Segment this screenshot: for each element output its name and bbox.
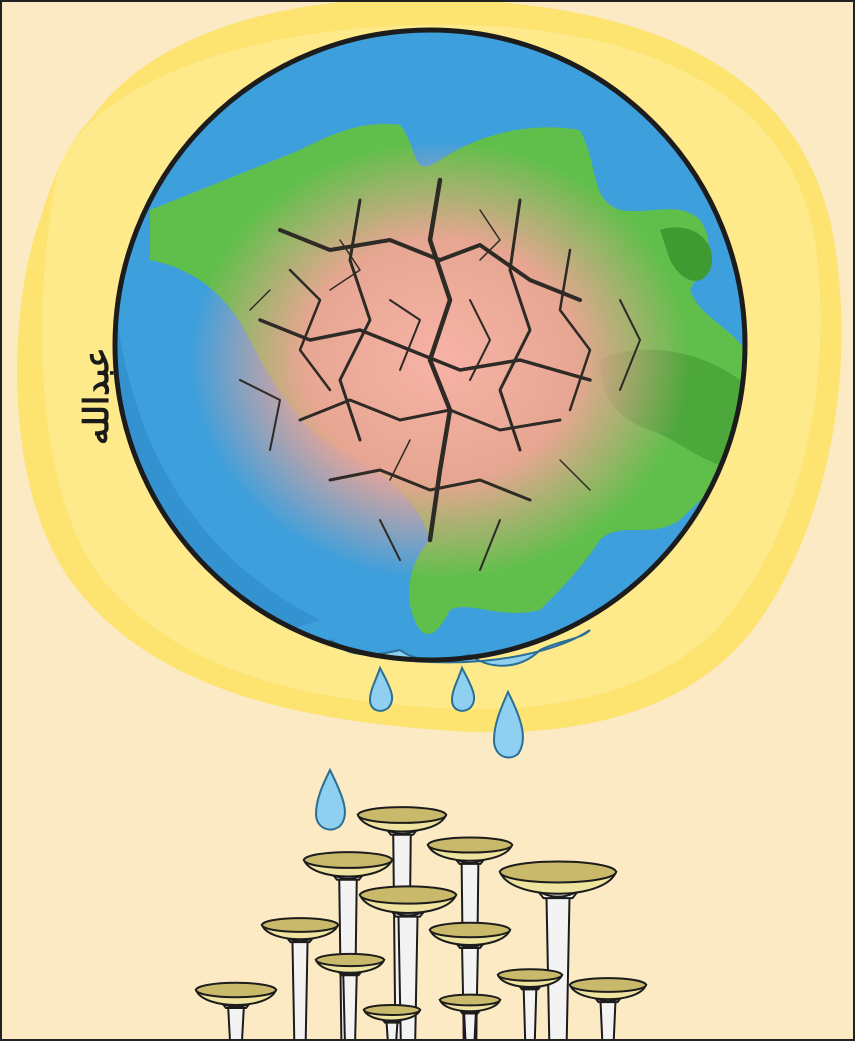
bowl-hand-icon — [362, 1003, 422, 1041]
artist-signature: عبدالله — [77, 347, 117, 445]
water-drop-icon — [450, 665, 476, 712]
bowl-hand-icon — [496, 968, 564, 1041]
water-drop-icon — [314, 767, 346, 831]
bowls-group — [194, 806, 648, 1041]
water-drop-icon — [368, 665, 394, 712]
bowl-hand-icon — [260, 917, 340, 1041]
bowl-hand-icon — [314, 952, 386, 1041]
bowl-hand-icon — [438, 993, 502, 1041]
earth-globe — [112, 27, 748, 667]
earth-cracks — [239, 177, 641, 571]
bowl-hand-icon — [194, 981, 278, 1041]
dry-land — [190, 140, 690, 580]
water-drop-icon — [492, 689, 524, 759]
water-drops — [314, 665, 524, 831]
bowl-hand-icon — [498, 860, 618, 1041]
bowl-hand-icon — [568, 977, 648, 1041]
bowl-hand-icon — [428, 921, 512, 1041]
